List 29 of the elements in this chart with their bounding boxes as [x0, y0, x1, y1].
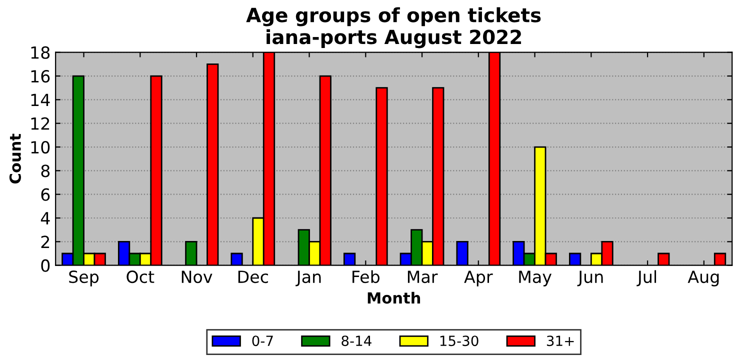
- x-tick-label: Nov: [182, 270, 212, 284]
- x-tick-label: Aug: [688, 270, 719, 286]
- legend-label: 8-14: [342, 336, 372, 346]
- y-tick-label: 8: [41, 164, 50, 178]
- y-tick-label: 18: [31, 46, 50, 59]
- x-axis-title: Month: [368, 292, 420, 304]
- x-tick-label: Sep: [69, 270, 99, 286]
- x-tick-label: Jun: [577, 270, 603, 286]
- y-tick-label: 16: [31, 70, 50, 83]
- x-tick-label: Oct: [126, 270, 154, 284]
- y-axis-title: Count: [9, 134, 21, 184]
- y-tick-label: 14: [31, 94, 50, 106]
- x-tick-label: Jul: [636, 270, 656, 286]
- y-tick-label: 12: [31, 117, 50, 130]
- x-tick-label: Dec: [238, 270, 268, 284]
- legend-label: 31+: [546, 336, 574, 346]
- x-tick-label: Mar: [408, 270, 438, 284]
- y-tick-label: 2: [41, 236, 50, 248]
- x-tick-label: Feb: [352, 270, 380, 284]
- legend-label: 0-7: [252, 336, 273, 346]
- x-tick-label: May: [519, 270, 552, 286]
- y-tick-label: 10: [31, 140, 50, 154]
- y-tick-label: 0: [41, 259, 50, 272]
- y-tick-label: 4: [40, 212, 50, 224]
- legend-label: 15-30: [440, 336, 478, 346]
- x-tick-label: Apr: [464, 270, 493, 286]
- chart-title: Age groups of open tickets iana-ports August 2022: [246, 7, 541, 48]
- x-tick-label: Jan: [296, 270, 321, 286]
- y-tick-label: 6: [41, 188, 50, 201]
